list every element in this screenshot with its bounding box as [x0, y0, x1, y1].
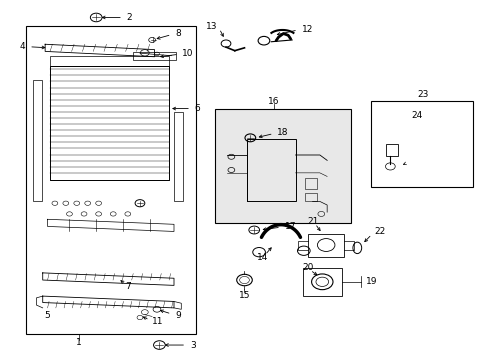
Bar — [215, 109, 351, 223]
Text: 4: 4 — [19, 42, 25, 51]
Text: 20: 20 — [302, 264, 313, 273]
Bar — [33, 80, 41, 202]
Text: 13: 13 — [206, 22, 217, 31]
Text: 5: 5 — [44, 311, 50, 320]
Text: 7: 7 — [124, 282, 130, 291]
Text: 15: 15 — [238, 291, 250, 300]
Text: 22: 22 — [374, 227, 385, 236]
Bar — [50, 66, 169, 180]
Text: 23: 23 — [417, 90, 428, 99]
Text: 14: 14 — [257, 253, 268, 262]
Bar — [370, 102, 472, 187]
Text: 1: 1 — [76, 338, 82, 347]
Text: 18: 18 — [277, 128, 288, 137]
Bar — [246, 139, 295, 202]
Text: 8: 8 — [175, 29, 181, 38]
Text: 24: 24 — [410, 111, 422, 120]
Bar — [305, 178, 317, 189]
Text: 3: 3 — [190, 341, 195, 350]
Bar — [132, 53, 176, 60]
Text: 17: 17 — [285, 222, 296, 231]
Text: 9: 9 — [175, 311, 181, 320]
Text: 21: 21 — [307, 217, 319, 226]
Text: 6: 6 — [194, 104, 200, 113]
Text: 16: 16 — [267, 97, 279, 106]
Text: 12: 12 — [301, 25, 313, 34]
Bar — [174, 112, 183, 202]
Bar — [385, 144, 397, 156]
Bar — [50, 56, 169, 66]
Text: 10: 10 — [182, 49, 193, 58]
Text: 2: 2 — [126, 13, 132, 22]
Text: 11: 11 — [152, 317, 163, 326]
Text: 19: 19 — [366, 277, 377, 286]
Bar — [26, 26, 196, 334]
Bar — [307, 234, 344, 257]
Bar — [305, 193, 317, 202]
Bar — [302, 267, 341, 296]
